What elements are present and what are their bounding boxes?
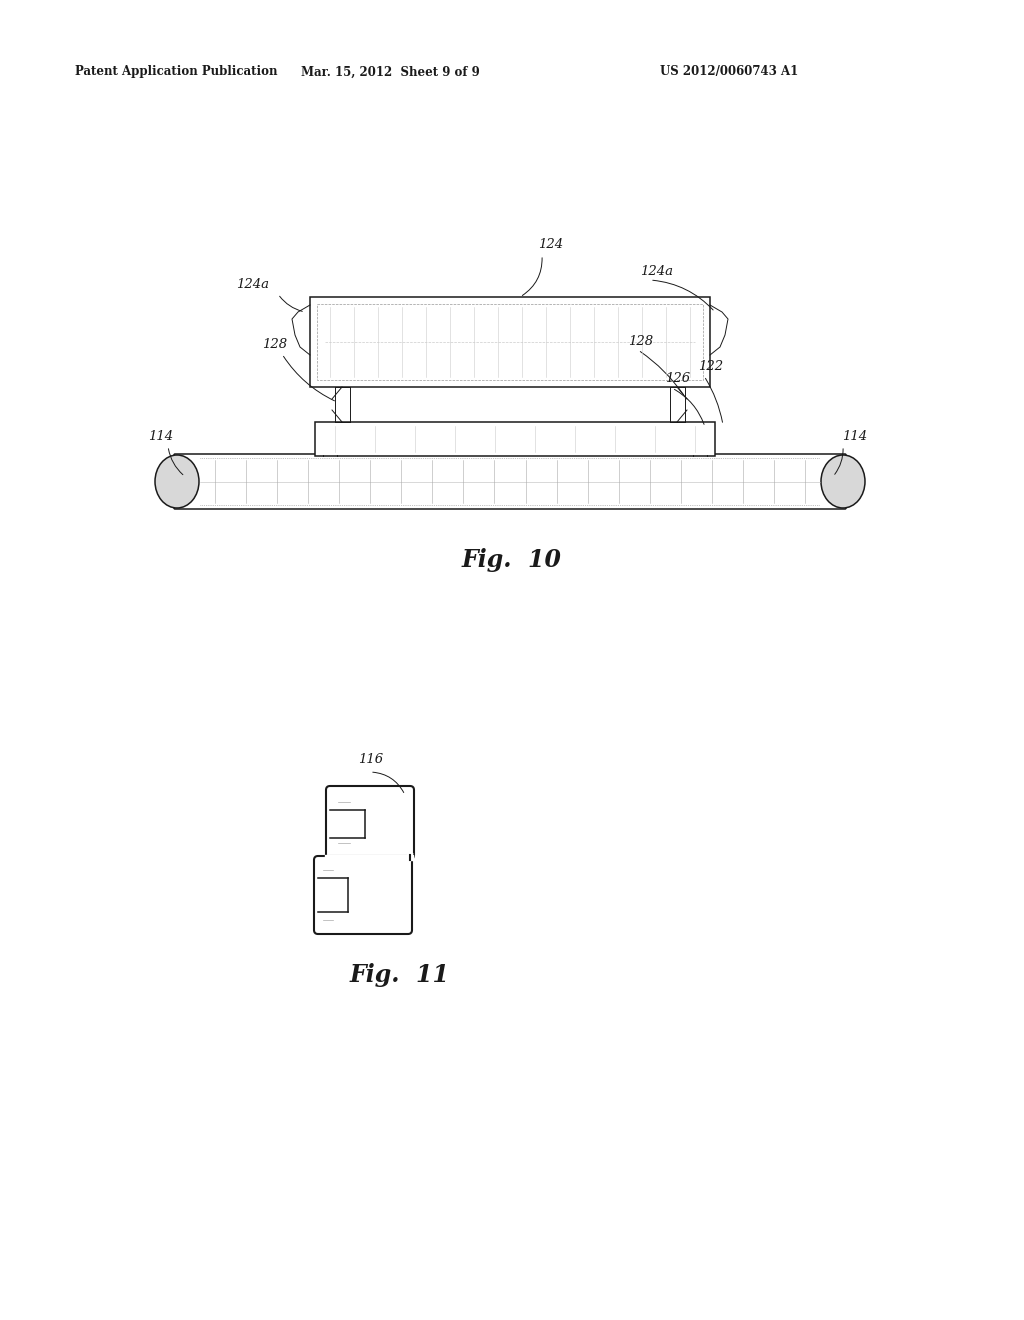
FancyArrowPatch shape	[284, 356, 335, 401]
FancyArrowPatch shape	[835, 449, 843, 474]
FancyArrowPatch shape	[652, 280, 713, 310]
Text: 128: 128	[628, 335, 653, 348]
Ellipse shape	[821, 455, 865, 508]
FancyBboxPatch shape	[314, 855, 412, 935]
Ellipse shape	[155, 455, 199, 508]
Text: Fig.  11: Fig. 11	[350, 964, 450, 987]
Bar	[315, 422, 715, 455]
Text: 116: 116	[358, 752, 383, 766]
FancyBboxPatch shape	[174, 454, 846, 510]
FancyArrowPatch shape	[280, 296, 302, 312]
Text: 114: 114	[842, 430, 867, 444]
Text: 124a: 124a	[640, 265, 673, 279]
Bar	[310, 297, 710, 387]
Text: Patent Application Publication: Patent Application Publication	[75, 66, 278, 78]
Bar	[317, 304, 703, 380]
Text: US 2012/0060743 A1: US 2012/0060743 A1	[660, 66, 799, 78]
FancyArrowPatch shape	[706, 379, 723, 422]
FancyArrowPatch shape	[640, 351, 683, 395]
Text: 124: 124	[538, 238, 563, 251]
FancyArrowPatch shape	[373, 772, 403, 792]
FancyBboxPatch shape	[326, 785, 414, 859]
Text: 114: 114	[148, 430, 173, 444]
FancyArrowPatch shape	[522, 257, 542, 296]
Bar	[316, 878, 350, 912]
Text: 128: 128	[262, 338, 287, 351]
Text: 126: 126	[665, 372, 690, 385]
Bar	[328, 810, 367, 838]
FancyArrowPatch shape	[675, 389, 705, 425]
Text: 124a: 124a	[236, 279, 269, 290]
FancyArrowPatch shape	[168, 449, 183, 475]
Text: Mar. 15, 2012  Sheet 9 of 9: Mar. 15, 2012 Sheet 9 of 9	[301, 66, 479, 78]
Text: Fig.  10: Fig. 10	[462, 548, 562, 572]
Text: 122: 122	[698, 360, 723, 374]
